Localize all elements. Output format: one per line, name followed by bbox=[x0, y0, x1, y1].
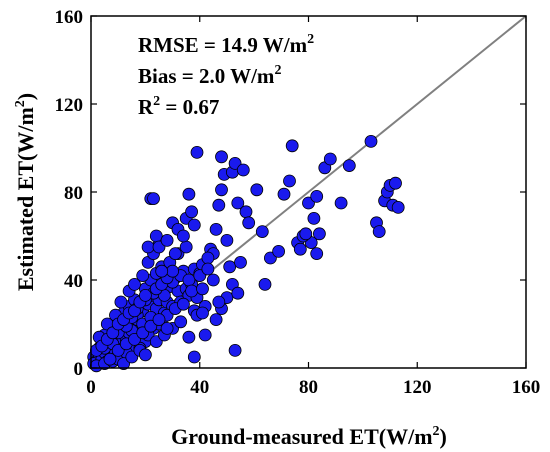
x-tick-label: 80 bbox=[299, 377, 318, 398]
data-point bbox=[182, 187, 196, 201]
data-point bbox=[196, 306, 209, 320]
data-point bbox=[174, 315, 188, 329]
data-point bbox=[209, 313, 223, 327]
data-point bbox=[182, 330, 196, 344]
data-point bbox=[215, 150, 228, 164]
data-point bbox=[182, 273, 196, 287]
data-point bbox=[372, 225, 386, 239]
data-point bbox=[185, 284, 199, 298]
data-point bbox=[234, 255, 247, 269]
data-point bbox=[228, 343, 242, 357]
bias-annotation: Bias = 2.0 W/m2 bbox=[138, 63, 281, 88]
data-point bbox=[136, 269, 150, 283]
rmse-annotation: RMSE = 14.9 W/m2 bbox=[138, 32, 314, 57]
data-point bbox=[201, 262, 215, 276]
data-point bbox=[391, 200, 405, 214]
x-tick-label: 120 bbox=[403, 377, 432, 398]
data-point bbox=[334, 196, 348, 210]
data-point bbox=[323, 152, 337, 166]
data-point bbox=[160, 321, 174, 335]
data-point bbox=[185, 205, 199, 219]
data-point bbox=[196, 282, 209, 296]
x-tick-label: 0 bbox=[86, 377, 96, 398]
data-point bbox=[198, 328, 212, 342]
data-point bbox=[310, 247, 324, 261]
data-point bbox=[149, 229, 163, 243]
data-point bbox=[231, 196, 245, 210]
data-point bbox=[242, 216, 256, 230]
data-point bbox=[114, 295, 128, 309]
x-axis-ticks: 0 40 80 120 160 bbox=[86, 16, 540, 398]
data-point bbox=[283, 174, 296, 188]
data-point bbox=[179, 240, 193, 254]
data-point bbox=[147, 192, 160, 206]
data-point bbox=[258, 277, 272, 291]
y-axis-label: Estimated ET(W/m2) bbox=[13, 93, 38, 291]
data-point bbox=[206, 273, 220, 287]
data-point bbox=[160, 233, 174, 247]
data-point bbox=[138, 348, 152, 362]
x-axis-label: Ground-measured ET(W/m2) bbox=[171, 424, 447, 449]
y-tick-label: 120 bbox=[55, 95, 84, 116]
data-point bbox=[187, 218, 201, 232]
data-point bbox=[201, 251, 215, 265]
data-point bbox=[342, 159, 356, 173]
data-point bbox=[138, 288, 152, 302]
data-point bbox=[255, 225, 269, 239]
data-point bbox=[103, 352, 117, 366]
data-point bbox=[364, 134, 378, 148]
y-tick-label: 40 bbox=[64, 271, 83, 292]
data-point bbox=[141, 240, 155, 254]
data-point bbox=[212, 295, 226, 309]
data-point bbox=[307, 211, 321, 225]
data-point bbox=[285, 139, 299, 153]
data-point bbox=[299, 227, 313, 241]
data-point bbox=[176, 229, 190, 243]
data-point bbox=[312, 227, 326, 241]
data-point bbox=[239, 205, 253, 219]
x-tick-label: 160 bbox=[512, 377, 541, 398]
data-point bbox=[176, 297, 190, 311]
data-point bbox=[220, 233, 234, 247]
data-point bbox=[389, 176, 402, 190]
y-tick-label: 0 bbox=[74, 359, 84, 380]
data-point bbox=[236, 163, 250, 177]
data-point bbox=[272, 244, 286, 258]
r2-annotation: R2 = 0.67 bbox=[138, 94, 219, 119]
data-points-layer bbox=[87, 134, 405, 373]
data-point bbox=[293, 242, 307, 256]
y-tick-label: 160 bbox=[55, 7, 84, 28]
data-point bbox=[277, 187, 291, 201]
data-point bbox=[166, 264, 180, 278]
data-point bbox=[187, 350, 201, 364]
data-point bbox=[212, 198, 226, 212]
y-axis-ticks: 0 40 80 120 160 bbox=[55, 7, 526, 380]
data-point bbox=[209, 222, 223, 236]
y-tick-label: 80 bbox=[64, 183, 83, 204]
data-point bbox=[231, 286, 245, 300]
data-point bbox=[155, 264, 169, 278]
x-tick-label: 40 bbox=[190, 377, 209, 398]
data-point bbox=[250, 183, 264, 197]
data-point bbox=[128, 277, 141, 291]
data-point bbox=[310, 189, 324, 203]
data-point bbox=[215, 183, 228, 197]
data-point bbox=[152, 313, 166, 327]
data-point bbox=[223, 260, 237, 274]
data-point bbox=[190, 145, 204, 159]
data-point bbox=[168, 247, 182, 261]
